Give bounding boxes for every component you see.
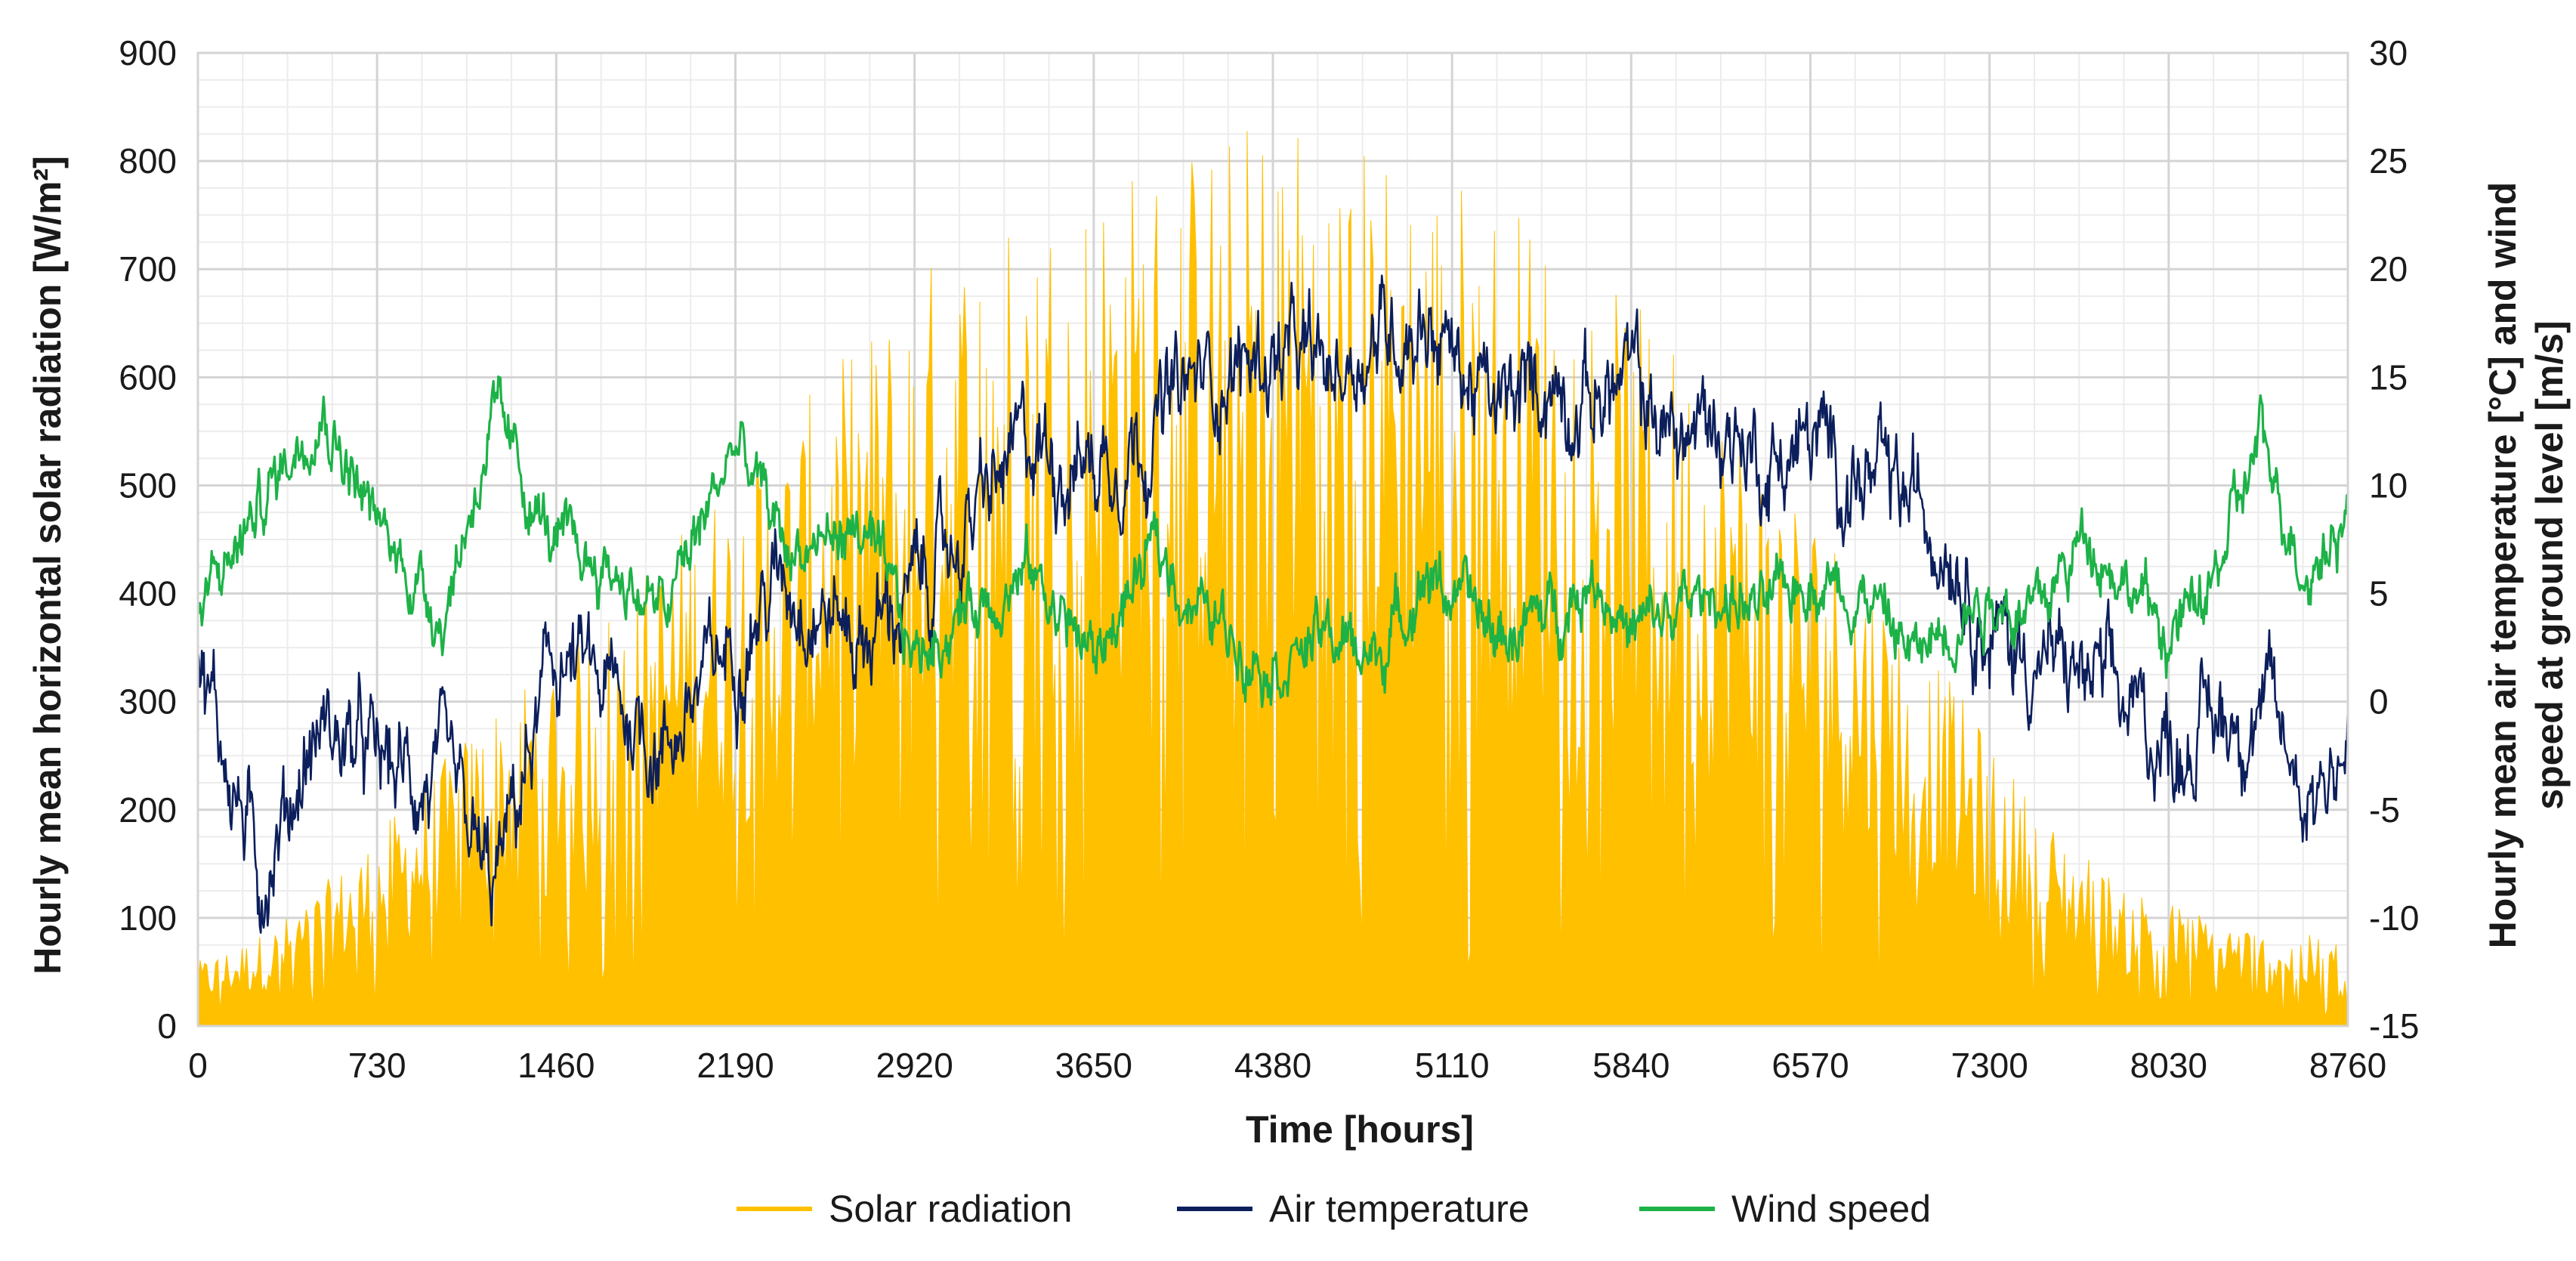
x-tick-label: 7300 (1951, 1046, 2028, 1085)
x-tick-label: 0 (188, 1046, 208, 1085)
y-right-tick-label: 0 (2369, 682, 2389, 722)
y-right-tick-label: 15 (2369, 357, 2408, 397)
series-wind-speed (196, 375, 2349, 709)
line-mark (196, 274, 2349, 934)
y-left-tick-label: 600 (119, 357, 177, 397)
x-tick-label: 8760 (2309, 1046, 2386, 1085)
y-left-tick-label: 900 (119, 33, 177, 73)
legend-label: Wind speed (1731, 1188, 1931, 1230)
x-tick-label: 6570 (1771, 1046, 1849, 1085)
series-layer (196, 131, 2349, 1027)
y-left-tick-label: 500 (119, 465, 177, 505)
axes (196, 51, 2349, 1028)
area-mark (197, 131, 2349, 1027)
y-right-tick-label: 20 (2369, 249, 2408, 289)
y-left-tick-label: 800 (119, 141, 177, 181)
y-right-tick-label: -15 (2369, 1006, 2419, 1046)
y-left-tick-label: 700 (119, 249, 177, 289)
x-tick-label: 2190 (697, 1046, 774, 1085)
line-mark (196, 375, 2349, 709)
x-tick-label: 1460 (517, 1046, 595, 1085)
x-tick-label: 8030 (2130, 1046, 2207, 1085)
x-axis-title: Time [hours] (1246, 1108, 1474, 1151)
y-left-tick-label: 400 (119, 574, 177, 614)
y-right-axis-title-line1: Hourly mean air temperature [°C] and win… (2482, 182, 2524, 949)
x-tick-label: 3650 (1055, 1046, 1132, 1085)
plot-border (196, 51, 2349, 1028)
y-right-tick-label: 5 (2369, 574, 2389, 614)
legend-label: Solar radiation (829, 1188, 1072, 1230)
series-solar-radiation (197, 131, 2349, 1027)
y-left-tick-label: 200 (119, 790, 177, 830)
y-right-tick-label: -10 (2369, 898, 2419, 938)
y-right-tick-label: 10 (2369, 465, 2408, 505)
y-right-tick-label: 30 (2369, 33, 2408, 73)
x-tick-label: 5840 (1592, 1046, 1669, 1085)
y-right-tick-labels: -15 -10 -5 0 5 10 15 20 25 30 (2369, 33, 2419, 1046)
y-left-axis-title: Hourly mean horizontal solar radiation [… (26, 156, 69, 974)
x-tick-label: 5110 (1415, 1046, 1490, 1085)
legend-label: Air temperature (1269, 1188, 1530, 1230)
x-tick-label: 2920 (876, 1046, 953, 1085)
x-tick-label: 730 (348, 1046, 406, 1085)
y-right-tick-label: -5 (2369, 790, 2400, 830)
x-tick-labels: 0 730 1460 2190 2920 3650 4380 5110 5840 6570 7300… (188, 1046, 2386, 1085)
y-left-tick-labels: 0 100 200 300 400 500 600 700 800 900 (119, 33, 177, 1046)
y-left-tick-label: 0 (157, 1006, 177, 1046)
y-left-tick-label: 300 (119, 682, 177, 722)
y-right-axis-title-line2: speed at ground level [m/s] (2528, 320, 2571, 809)
y-left-tick-label: 100 (119, 898, 177, 938)
x-tick-label: 4380 (1234, 1046, 1311, 1085)
series-air-temperature (196, 274, 2349, 934)
legend: Solar radiation Air temperature Wind speed (737, 1188, 1931, 1230)
y-right-tick-label: 25 (2369, 141, 2408, 181)
